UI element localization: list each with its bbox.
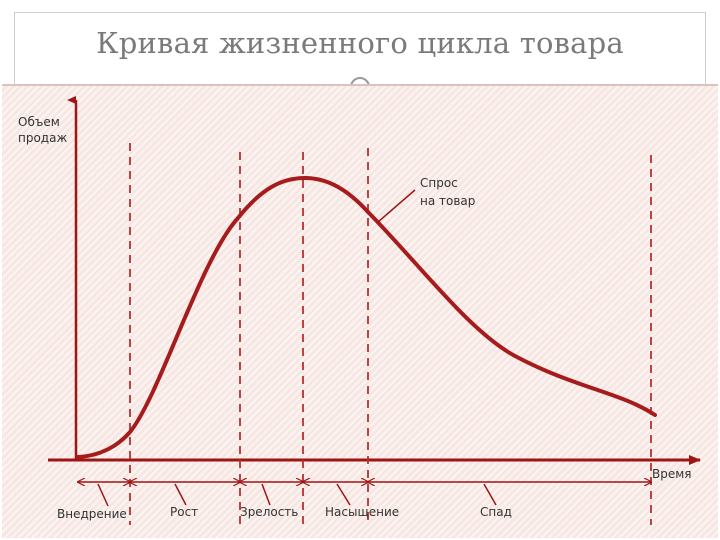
slide-title: Кривая жизненного цикла товара [96, 26, 624, 60]
leader-growth [174, 483, 187, 506]
stage-label-saturation: Насыщение [325, 505, 399, 519]
stage-span-arrows [78, 482, 651, 507]
leader-decline [483, 483, 497, 506]
stage-boundaries [129, 143, 652, 525]
x-axis-label: Время [652, 467, 692, 481]
y-axis-label-line2: продаж [18, 131, 67, 145]
demand-curve [76, 175, 657, 459]
leader-intro [97, 483, 109, 507]
curve-label-leader [377, 189, 416, 223]
stage-label-intro: Внедрение [57, 507, 127, 521]
stage-label-growth: Рост [170, 505, 198, 519]
stage-label-decline: Спад [480, 505, 512, 519]
curve-label-line1: Спрос [420, 176, 458, 190]
curve-label-line2: на товар [420, 194, 475, 208]
stage-label-maturity: Зрелость [240, 505, 298, 519]
y-axis-label-line1: Объем [18, 115, 60, 129]
leader-saturation [336, 483, 351, 506]
title-decoration [350, 77, 374, 87]
diagram-panel [2, 84, 718, 538]
leader-maturity [261, 483, 271, 506]
